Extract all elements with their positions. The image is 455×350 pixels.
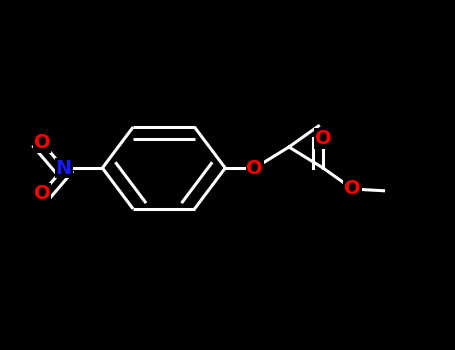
Text: O: O <box>34 184 50 203</box>
Text: O: O <box>34 133 50 152</box>
Text: O: O <box>315 129 331 148</box>
Text: O: O <box>247 159 263 177</box>
Text: N: N <box>56 159 72 177</box>
Text: O: O <box>344 180 361 198</box>
